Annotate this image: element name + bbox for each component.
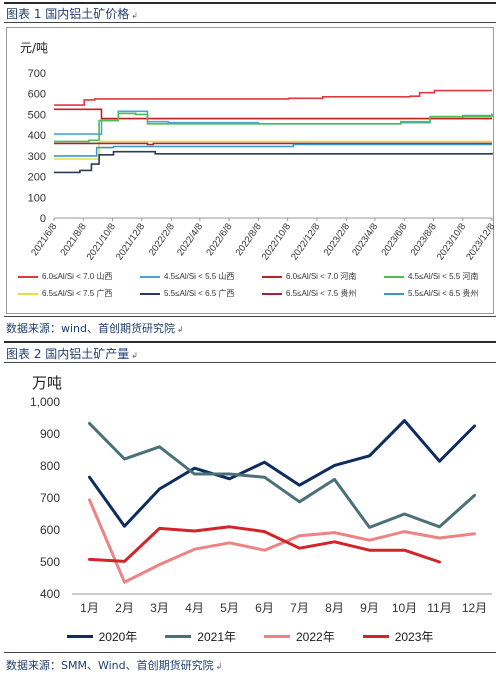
figure1-caption: 图表 1 国内铝土矿价格 ↲ (6, 5, 138, 22)
series-line-5-5-al-si-6-5-广西 (54, 150, 493, 174)
x-tick-label: 9月 (360, 601, 379, 615)
y-tick-label: 400 (28, 130, 46, 142)
figure1-source: 数据来源：wind、首创期货研究院 ↲ (6, 320, 184, 336)
legend-item: 4.5≤Al/Si < 5.5 河南 (384, 271, 478, 282)
y-tick-label: 0 (40, 213, 46, 225)
legend-label: 5.5≤Al/Si < 6.5 贵州 (408, 289, 479, 298)
legend-label: 2020年 (98, 630, 138, 644)
source1-rule (4, 316, 496, 317)
source2-rule (4, 652, 496, 653)
legend-item: 6.5≤Al/Si < 7.5 贵州 (262, 288, 356, 299)
y-tick-label: 700 (40, 491, 60, 505)
x-tick-label: 10月 (392, 601, 417, 615)
legend-item: 6.0≤Al/Si < 7.0 河南 (262, 271, 356, 282)
legend-swatch (165, 635, 192, 638)
legend-item: 5.5≤Al/Si < 6.5 广西 (140, 288, 234, 299)
y-tick-label: 1,000 (30, 395, 60, 409)
legend-item: 6.5≤Al/Si < 7.5 广西 (18, 288, 112, 299)
legend-swatch (384, 292, 404, 295)
caption2-rule (4, 362, 496, 363)
caption1-rule (4, 22, 496, 23)
legend-label: 6.5≤Al/Si < 7.5 广西 (42, 289, 113, 298)
legend-label: 5.5≤Al/Si < 6.5 广西 (164, 289, 235, 298)
x-tick-label: 12月 (462, 601, 487, 615)
legend-item: 2023年 (362, 628, 434, 645)
paragraph-mark-icon: ↲ (131, 351, 138, 360)
figure1-source-text: 数据来源：wind、首创期货研究院 (6, 322, 176, 335)
series-line-6-0-al-si-7-0-山西 (54, 89, 492, 106)
legend-swatch (262, 292, 282, 295)
legend-label: 2023年 (394, 630, 434, 644)
figure2-top-rule (4, 341, 496, 343)
legend-swatch (18, 275, 38, 278)
y-axis-label: 万吨 (32, 374, 62, 392)
y-tick-label: 700 (28, 68, 46, 80)
x-tick-label: 4月 (185, 601, 204, 615)
legend-item: 2021年 (165, 628, 236, 645)
legend-swatch (140, 275, 160, 278)
paragraph-mark-icon: ↲ (131, 11, 138, 20)
legend-swatch (262, 275, 282, 278)
y-tick-label: 600 (28, 89, 46, 101)
series-line-2022年 (88, 498, 476, 584)
x-tick-label: 11月 (427, 601, 451, 615)
x-tick-label: 3月 (150, 601, 169, 615)
legend-label: 6.0≤Al/Si < 7.0 山西 (42, 272, 113, 281)
series-line-2021年 (88, 421, 476, 529)
legend-swatch (66, 635, 93, 638)
legend-item: 5.5≤Al/Si < 6.5 贵州 (384, 288, 478, 299)
price-chart-legend: 6.0≤Al/Si < 7.0 山西 4.5≤Al/Si < 5.5 山西 6.0≤… (18, 271, 488, 311)
legend-label: 2022年 (296, 630, 335, 644)
series-line-2020年 (88, 419, 476, 528)
figure2-source: 数据来源：SMM、Wind、首创期货研究院 ↲ (6, 657, 222, 673)
series-line-5-5-al-si-6-5-贵州 (54, 143, 492, 157)
legend-label: 6.0≤Al/Si < 7.0 河南 (286, 272, 357, 281)
y-tick-label: 900 (40, 427, 60, 441)
figure2-caption-text: 图表 2 国内铝土矿产量 (6, 347, 130, 361)
series-line-6-0-al-si-7-0-河南 (54, 108, 492, 120)
legend-item: 6.0≤Al/Si < 7.0 山西 (18, 271, 112, 282)
legend-label: 6.5≤Al/Si < 7.5 贵州 (286, 289, 357, 298)
y-tick-label: 400 (40, 587, 60, 601)
y-tick-label: 200 (28, 172, 46, 184)
y-tick-label: 500 (40, 555, 60, 569)
x-tick-label: 8月 (325, 601, 344, 615)
paragraph-mark-icon: ↲ (215, 662, 223, 671)
legend-label: 4.5≤Al/Si < 5.5 河南 (408, 272, 479, 281)
y-tick-label: 500 (28, 109, 46, 121)
x-tick-label: 2月 (115, 601, 134, 615)
legend-swatch (264, 635, 290, 638)
legend-item: 2020年 (66, 628, 138, 645)
paragraph-mark-icon: ↲ (177, 325, 184, 334)
y-tick-label: 100 (28, 192, 46, 204)
legend-swatch (362, 635, 389, 638)
figure2-caption: 图表 2 国内铝土矿产量 ↲ (6, 345, 138, 362)
legend-swatch (140, 292, 160, 295)
legend-item: 4.5≤Al/Si < 5.5 山西 (140, 271, 234, 282)
output-chart-legend: 2020年 2021年 2022年 2023年 (0, 628, 500, 645)
figure2-source-text: 数据来源：SMM、Wind、首创期货研究院 (6, 659, 214, 672)
y-tick-label: 600 (40, 523, 60, 537)
y-tick-label: 300 (28, 151, 46, 163)
series-line-2023年 (88, 525, 441, 564)
x-tick-label: 1月 (80, 601, 99, 615)
legend-swatch (384, 275, 404, 278)
top-rule (4, 2, 496, 4)
series-line-4-5-al-si-5-5-河南 (54, 112, 493, 143)
y-tick-label: 800 (40, 459, 60, 473)
figure1-caption-text: 图表 1 国内铝土矿价格 (6, 7, 130, 21)
legend-item: 2022年 (264, 628, 335, 645)
legend-label: 2021年 (197, 630, 236, 644)
x-tick-label: 6月 (255, 601, 274, 615)
y-axis-label: 元/吨 (20, 41, 48, 55)
x-tick-label: 5月 (220, 601, 239, 615)
x-tick-label: 7月 (290, 601, 309, 615)
legend-swatch (18, 292, 38, 295)
series-line-6-5-al-si-7-5-贵州 (54, 142, 492, 146)
legend-label: 4.5≤Al/Si < 5.5 山西 (164, 272, 235, 281)
